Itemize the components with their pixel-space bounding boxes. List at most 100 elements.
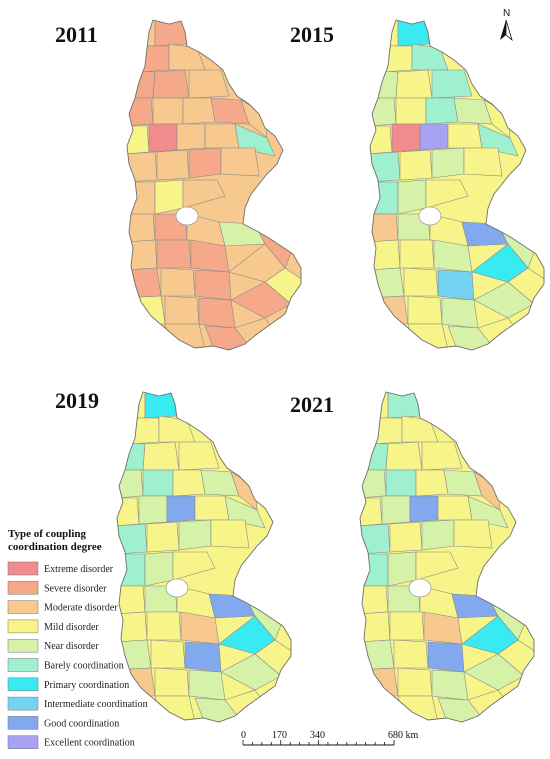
county-region [360, 392, 389, 419]
county-region [117, 553, 146, 587]
year-label-2011: 2011 [55, 22, 98, 47]
county-region [437, 495, 473, 521]
county-region [154, 179, 184, 215]
county-region [172, 469, 206, 497]
county-region [370, 20, 399, 47]
scale-bar: 0 170 340 680 km [241, 730, 419, 746]
county-region [370, 239, 401, 271]
county-region [182, 97, 216, 125]
county-region [127, 267, 162, 299]
county-region [421, 519, 455, 551]
county-region [117, 497, 140, 527]
legend-label: Near disorder [44, 641, 99, 652]
year-label-2021: 2021 [290, 392, 334, 417]
county-region [385, 441, 423, 471]
county-region [138, 45, 170, 73]
scale-label-0: 0 [241, 730, 246, 741]
legend-label: Primary coordination [44, 680, 129, 691]
map-panel-2011 [126, 19, 302, 351]
legend-swatch [7, 638, 39, 653]
legend-title-line2: coordination degree [8, 541, 102, 553]
scale-label-340: 340 [310, 730, 325, 741]
county-region [389, 611, 425, 641]
county-region [194, 269, 232, 301]
year-label-2019: 2019 [55, 388, 99, 413]
county-region [453, 519, 493, 549]
county-region [176, 123, 206, 151]
county-region [164, 295, 200, 325]
legend-label: Intermediate coordination [44, 699, 148, 710]
county-region [150, 639, 186, 669]
county-region [461, 221, 509, 247]
legend: Type of coupling coordination degree Ext… [7, 528, 148, 749]
county-region [393, 639, 429, 669]
enclave-hole [418, 206, 442, 226]
county-region [117, 392, 146, 419]
county-region [397, 179, 427, 215]
county-region [425, 97, 459, 125]
county-region [127, 97, 154, 127]
county-region [397, 20, 431, 47]
county-region [138, 495, 168, 525]
county-region [391, 123, 421, 153]
county-region [419, 123, 449, 151]
county-region [451, 593, 499, 619]
county-region [370, 69, 399, 99]
enclave-hole [175, 206, 199, 226]
county-region [370, 181, 399, 215]
county-region [194, 495, 230, 521]
north-label: N [503, 8, 510, 19]
county-region [407, 323, 449, 350]
county-region [397, 695, 439, 722]
county-region [164, 323, 206, 350]
county-region [127, 295, 166, 325]
legend-swatch [7, 600, 39, 614]
county-region [198, 297, 236, 329]
enclave-hole [165, 578, 189, 598]
county-region [381, 45, 413, 73]
county-region [210, 519, 250, 549]
county-region [425, 179, 469, 209]
county-region [178, 519, 212, 551]
county-region [360, 497, 383, 527]
county-region [166, 495, 196, 523]
county-region [178, 441, 220, 471]
county-region [401, 415, 439, 443]
county-region [128, 417, 160, 445]
county-region [152, 97, 184, 125]
county-region [387, 551, 417, 587]
county-region [148, 123, 178, 153]
county-region [437, 269, 475, 301]
county-region [395, 97, 427, 125]
year-label-2015: 2015 [290, 22, 334, 47]
county-region [360, 639, 395, 671]
county-region [370, 267, 405, 299]
scale-label-170: 170 [272, 730, 287, 741]
county-region [184, 641, 222, 673]
county-region [152, 69, 190, 99]
county-region [403, 267, 439, 297]
county-region [156, 149, 190, 181]
county-region [399, 239, 435, 269]
county-region [146, 611, 182, 641]
county-region [421, 441, 463, 471]
county-region [160, 267, 196, 297]
county-region [146, 521, 180, 553]
county-region [127, 20, 156, 47]
legend-swatch [7, 716, 39, 730]
county-region [381, 495, 411, 525]
county-region [127, 69, 156, 99]
county-region [154, 695, 196, 722]
county-region [144, 551, 174, 587]
legend-swatch [7, 619, 39, 634]
legend-swatch [7, 581, 39, 595]
legend-label: Mild disorder [44, 622, 99, 633]
county-region [204, 123, 240, 149]
county-region [156, 239, 192, 269]
county-region [220, 147, 260, 177]
county-region [127, 239, 158, 271]
legend-swatch [7, 696, 39, 711]
county-region [360, 553, 389, 587]
county-region [415, 469, 449, 497]
county-region [142, 441, 180, 471]
